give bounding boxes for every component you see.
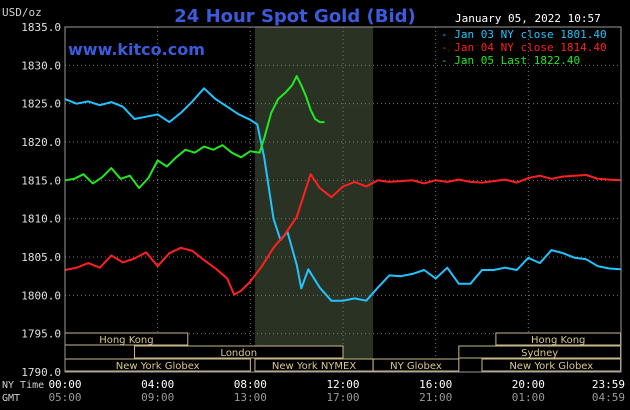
gmt-time-tick: 01:00 <box>512 391 545 404</box>
ny-time-tick: 12:00 <box>326 378 359 391</box>
series-line <box>64 87 621 302</box>
nymex-session-shading <box>254 27 374 372</box>
ny-time-tick: 23:59 <box>592 378 625 391</box>
gmt-label: GMT <box>2 393 20 404</box>
session-label: NY Globex <box>390 361 442 372</box>
ny-time-tick: 16:00 <box>419 378 452 391</box>
y-tick-label: 1790.0 <box>21 366 61 379</box>
session-label: New York Globex <box>509 361 593 372</box>
kitco-watermark: www.kitco.com <box>68 40 205 59</box>
y-tick-label: 1810.0 <box>21 213 61 226</box>
y-tick-label: 1815.0 <box>21 174 61 187</box>
ny-time-tick: 04:00 <box>141 378 174 391</box>
session-label: New York Globex <box>116 361 200 372</box>
session-bar <box>134 345 344 359</box>
y-tick-label: 1795.0 <box>21 328 61 341</box>
y-tick-label: 1820.0 <box>21 136 61 149</box>
session-label: New York NYMEX <box>272 361 357 372</box>
gmt-time-tick: 05:00 <box>48 391 81 404</box>
legend-entry: - Jan 03 NY close 1801.40 <box>441 28 607 41</box>
gmt-time-tick: 04:59 <box>592 391 625 404</box>
plot-frame <box>64 26 622 373</box>
trading-session-bars: Hong Kong London New York Globex New York N… <box>64 332 622 372</box>
y-axis: 1835.0 1830.0 1825.0 1820.0 1815.0 1810.0 1805… <box>21 21 61 379</box>
timestamp: January 05, 2022 10:57 <box>455 12 601 25</box>
ny-time-tick: 20:00 <box>512 378 545 391</box>
legend-entry: - Jan 05 Last 1822.40 <box>441 54 580 67</box>
session-label: Hong Kong <box>531 335 585 346</box>
gmt-time-tick: 17:00 <box>326 391 359 404</box>
y-tick-label: 1830.0 <box>21 59 61 72</box>
session-bar <box>372 358 460 372</box>
y-tick-label: 1805.0 <box>21 251 61 264</box>
gmt-time-tick: 21:00 <box>419 391 452 404</box>
ny-time-tick: 08:00 <box>234 378 267 391</box>
session-label: London <box>220 348 257 359</box>
legend-entry: - Jan 04 NY close 1814.40 <box>441 41 607 54</box>
gmt-time-tick: 13:00 <box>234 391 267 404</box>
series-line <box>64 173 621 296</box>
unit-label: USD/oz <box>2 6 42 19</box>
ny-time-label: NY Time <box>2 380 44 391</box>
ny-time-tick: 00:00 <box>48 378 81 391</box>
session-label: Sydney <box>521 348 558 359</box>
y-tick-label: 1835.0 <box>21 21 61 34</box>
legend: - Jan 03 NY close 1801.40- Jan 04 NY clo… <box>441 28 607 67</box>
price-series <box>64 75 621 302</box>
y-tick-label: 1800.0 <box>21 289 61 302</box>
series-line <box>64 75 325 189</box>
session-label: Hong Kong <box>99 335 153 346</box>
gmt-time-tick: 09:00 <box>141 391 174 404</box>
y-tick-label: 1825.0 <box>21 98 61 111</box>
chart-title: 24 Hour Spot Gold (Bid) <box>174 6 415 27</box>
